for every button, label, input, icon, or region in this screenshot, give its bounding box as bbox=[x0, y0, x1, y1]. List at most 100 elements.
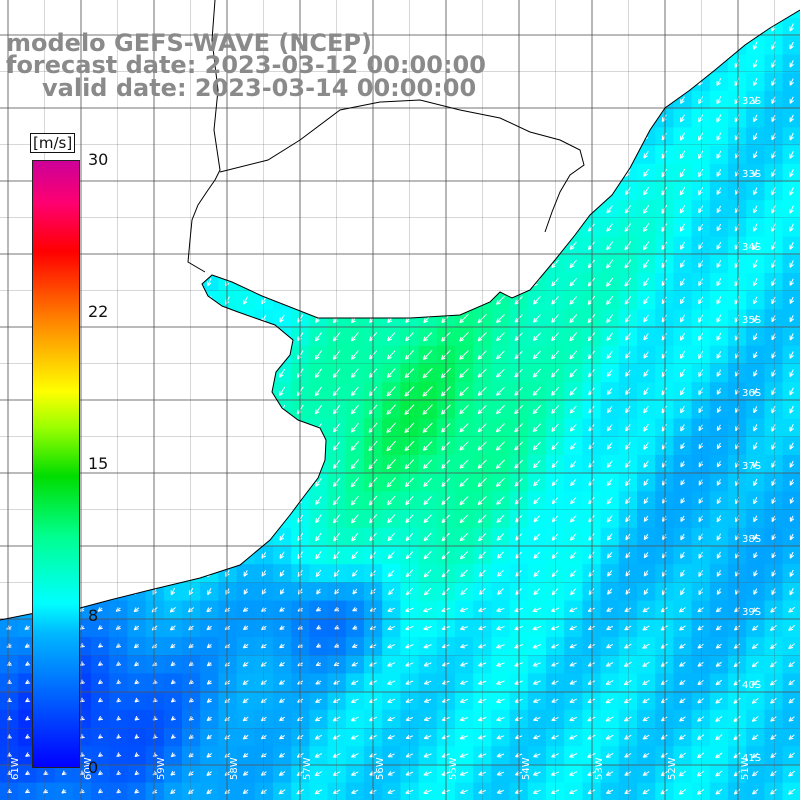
wind-arrow bbox=[170, 332, 176, 341]
wind-arrow bbox=[551, 114, 559, 122]
wind-arrow bbox=[116, 223, 121, 232]
wind-arrow bbox=[243, 114, 249, 123]
wind-arrow bbox=[588, 10, 595, 13]
wind-speed-cell bbox=[527, 18, 547, 37]
wind-arrow bbox=[207, 478, 212, 487]
wind-speed-cell bbox=[637, 54, 656, 74]
wind-arrow bbox=[6, 260, 12, 268]
wind-speed-cell bbox=[600, 163, 620, 183]
wind-speed-cell bbox=[309, 200, 329, 219]
wind-arrow bbox=[243, 533, 249, 541]
wind-speed-cell bbox=[218, 254, 238, 274]
wind-speed-cell bbox=[382, 163, 401, 183]
wind-speed-cell bbox=[127, 200, 147, 219]
wind-speed-cell bbox=[0, 273, 19, 292]
wind-arrow bbox=[315, 242, 322, 250]
wind-speed-cell bbox=[109, 418, 128, 438]
wind-arrow bbox=[387, 187, 395, 195]
wind-speed-cell bbox=[109, 400, 128, 420]
wind-speed-cell bbox=[600, 109, 620, 128]
wind-arrow bbox=[423, 241, 432, 250]
wind-speed-cell bbox=[673, 36, 693, 56]
wind-arrow bbox=[24, 607, 31, 612]
wind-speed-cell bbox=[527, 218, 547, 238]
wind-arrow bbox=[588, 42, 595, 49]
wind-speed-cell bbox=[163, 546, 183, 565]
wind-speed-cell bbox=[163, 364, 183, 383]
wind-arrow bbox=[6, 223, 12, 232]
wind-arrow bbox=[588, 168, 595, 177]
wind-speed-cell bbox=[109, 327, 128, 347]
wind-speed-cell bbox=[273, 273, 292, 292]
colorbar-tick: 0 bbox=[88, 758, 99, 777]
wind-speed-cell bbox=[163, 200, 183, 219]
wind-speed-cell bbox=[254, 10, 274, 19]
wind-arrow bbox=[134, 241, 139, 250]
wind-arrow bbox=[243, 351, 249, 359]
wind-speed-cell bbox=[0, 254, 19, 274]
wind-speed-cell bbox=[309, 291, 329, 310]
wind-speed-cell bbox=[91, 364, 110, 383]
wind-speed-cell bbox=[200, 345, 219, 365]
wind-speed-cell bbox=[127, 273, 147, 292]
wind-arrow bbox=[170, 350, 176, 360]
wind-arrow bbox=[388, 133, 395, 140]
wind-arrow bbox=[97, 369, 103, 377]
wind-speed-cell bbox=[327, 163, 347, 183]
wind-arrow bbox=[97, 442, 103, 450]
wind-arrow bbox=[552, 96, 559, 104]
wind-arrow bbox=[170, 132, 176, 141]
wind-arrow bbox=[388, 42, 395, 50]
wind-arrow bbox=[461, 10, 468, 13]
wind-arrow bbox=[460, 259, 469, 269]
wind-arrow bbox=[460, 151, 468, 159]
wind-arrow bbox=[532, 186, 541, 196]
wind-arrow bbox=[388, 115, 395, 122]
wind-speed-cell bbox=[109, 127, 128, 147]
wind-arrow bbox=[533, 60, 540, 67]
wind-arrow bbox=[188, 132, 194, 141]
wind-arrow bbox=[661, 78, 667, 86]
wind-speed-cell bbox=[418, 200, 438, 219]
wind-arrow bbox=[134, 169, 139, 177]
wind-speed-cell bbox=[218, 200, 238, 219]
wind-speed-cell bbox=[0, 236, 19, 256]
wind-arrow bbox=[206, 369, 212, 378]
wind-arrow bbox=[152, 223, 157, 232]
wind-speed-cell bbox=[127, 182, 147, 201]
wind-speed-cell bbox=[345, 182, 365, 201]
wind-speed-cell bbox=[254, 109, 274, 128]
wind-speed-cell bbox=[691, 18, 711, 37]
wind-arrow bbox=[496, 205, 505, 214]
wind-arrow bbox=[551, 168, 559, 178]
wind-speed-cell bbox=[91, 491, 110, 511]
wind-speed-cell bbox=[18, 91, 37, 110]
wind-speed-cell bbox=[200, 163, 219, 183]
wind-arrow bbox=[532, 205, 541, 214]
wind-speed-cell bbox=[236, 345, 256, 365]
wind-arrow bbox=[279, 241, 285, 250]
wind-speed-cell bbox=[127, 163, 147, 183]
wind-arrow bbox=[279, 459, 286, 469]
wind-speed-cell bbox=[54, 109, 74, 128]
wind-arrow bbox=[97, 278, 103, 287]
wind-speed-cell bbox=[127, 509, 147, 529]
wind-arrow bbox=[188, 205, 194, 214]
wind-speed-cell bbox=[109, 436, 128, 456]
wind-arrow bbox=[188, 168, 194, 178]
wind-arrow bbox=[24, 169, 30, 177]
wind-speed-cell bbox=[145, 546, 165, 565]
wind-arrow bbox=[134, 187, 139, 196]
wind-speed-cell bbox=[163, 382, 183, 401]
wind-arrow bbox=[261, 10, 267, 14]
wind-speed-cell bbox=[709, 10, 729, 19]
wind-speed-cell bbox=[182, 327, 201, 347]
wind-arrow bbox=[643, 60, 649, 68]
wind-arrow bbox=[188, 314, 194, 323]
wind-speed-cell bbox=[345, 254, 365, 274]
wind-arrow bbox=[225, 114, 230, 123]
wind-arrow bbox=[97, 223, 103, 232]
wind-speed-cell bbox=[218, 127, 238, 147]
wind-arrow bbox=[188, 387, 194, 396]
wind-arrow bbox=[134, 423, 139, 432]
